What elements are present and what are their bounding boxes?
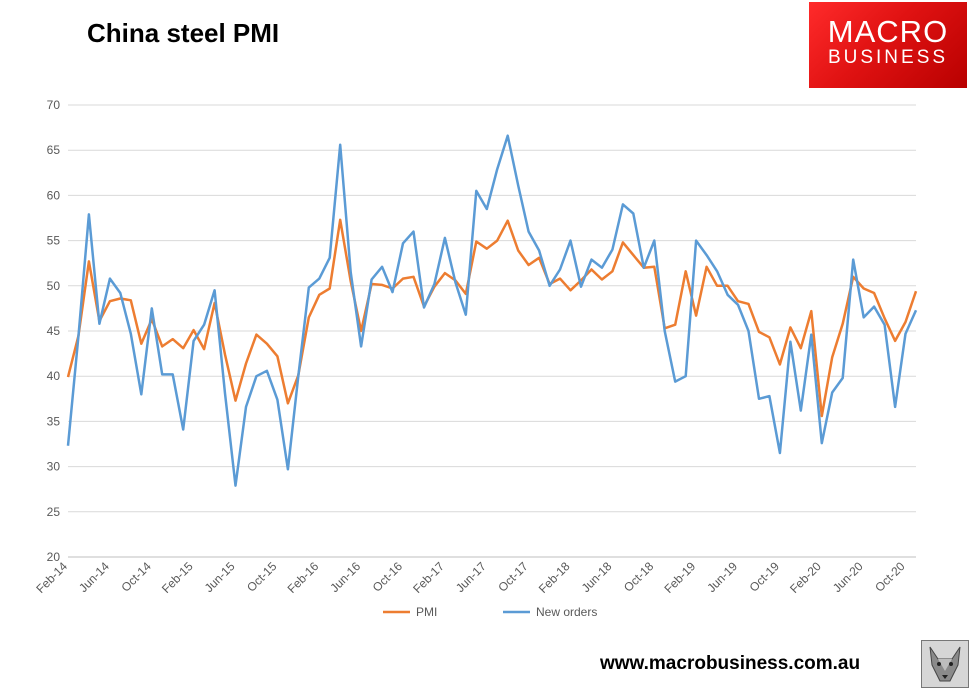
- logo-line-1: MACRO: [827, 14, 949, 49]
- chart-title: China steel PMI: [87, 18, 280, 48]
- x-tick-label: Jun-14: [76, 559, 112, 595]
- x-tick-label: Oct-19: [747, 559, 783, 595]
- series-line-new-orders: [66, 134, 918, 487]
- y-tick-label: 65: [47, 143, 61, 157]
- x-tick-label: Oct-18: [621, 559, 657, 595]
- x-tick-label: Jun-18: [579, 559, 615, 595]
- wolf-logo-icon: [921, 640, 969, 688]
- y-tick-label: 50: [47, 279, 61, 293]
- x-tick-label: Oct-20: [872, 559, 908, 595]
- x-tick-label: Jun-20: [830, 559, 866, 595]
- y-tick-label: 40: [47, 369, 61, 383]
- x-tick-label: Feb-15: [159, 559, 196, 596]
- y-tick-label: 70: [47, 98, 61, 112]
- legend-label: PMI: [416, 605, 437, 619]
- x-tick-label: Oct-14: [119, 559, 155, 595]
- line-chart: 20 25 30 35 40 45 50 55 60 65 70 Feb-14 Jun-14 Oct-14…: [33, 98, 918, 619]
- y-tick-label: 35: [47, 414, 61, 428]
- y-tick-label: 55: [47, 234, 61, 248]
- x-tick-label: Oct-15: [244, 559, 280, 595]
- y-tick-label: 30: [47, 460, 61, 474]
- x-tick-label: Oct-17: [495, 559, 531, 595]
- y-tick-label: 20: [47, 550, 61, 564]
- y-tick-label: 25: [47, 505, 61, 519]
- legend-label: New orders: [536, 605, 597, 619]
- x-tick-label: Jun-16: [327, 559, 363, 595]
- footer-url: www.macrobusiness.com.au: [600, 653, 861, 674]
- x-tick-label: Jun-17: [453, 559, 489, 595]
- series-line-pmi: [66, 218, 918, 418]
- macrobusiness-logo: MACRO BUSINESS: [809, 2, 967, 88]
- y-tick-label: 45: [47, 324, 61, 338]
- x-tick-label: Feb-16: [285, 559, 322, 596]
- x-tick-label: Oct-16: [370, 559, 406, 595]
- x-tick-label: Jun-15: [202, 559, 238, 595]
- x-tick-label: Feb-20: [787, 559, 824, 596]
- logo-line-2: BUSINESS: [827, 47, 949, 68]
- y-tick-label: 60: [47, 188, 61, 202]
- x-tick-label: Feb-18: [536, 559, 573, 596]
- x-tick-label: Feb-19: [661, 559, 698, 596]
- x-tick-label: Jun-19: [704, 559, 740, 595]
- x-tick-label: Feb-14: [33, 559, 70, 596]
- x-tick-label: Feb-17: [410, 559, 447, 596]
